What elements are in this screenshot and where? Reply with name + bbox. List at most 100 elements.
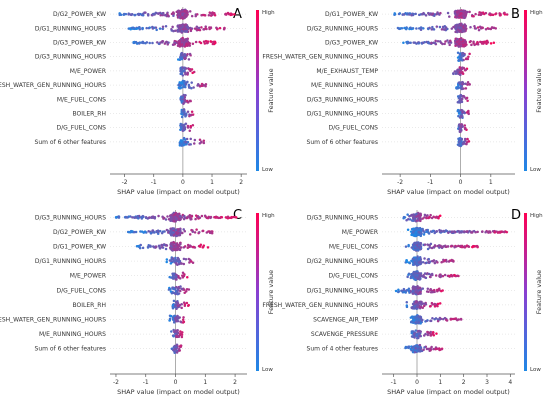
shap-point <box>179 215 182 218</box>
feature-label: D/G1_POWER_KW <box>53 244 106 251</box>
shap-point <box>190 81 193 84</box>
shap-point <box>409 26 412 30</box>
shap-point <box>476 245 479 249</box>
shap-point <box>466 10 469 14</box>
shap-point <box>193 142 196 145</box>
shap-point <box>189 10 192 13</box>
shap-point <box>173 314 176 318</box>
shap-point <box>182 16 186 19</box>
shap-point <box>460 125 463 129</box>
shap-point <box>426 319 429 322</box>
shap-point <box>188 143 191 146</box>
shap-point <box>173 247 176 251</box>
shap-point <box>183 84 186 87</box>
shap-point <box>141 26 144 30</box>
shap-point <box>175 259 178 263</box>
shap-point <box>482 12 486 16</box>
shap-point <box>212 40 215 44</box>
shap-point <box>209 40 212 43</box>
shap-point <box>432 215 435 218</box>
shap-point <box>433 13 437 16</box>
shap-point <box>434 347 438 351</box>
shap-point <box>171 231 175 234</box>
shap-point <box>445 318 448 322</box>
shap-point <box>183 26 186 30</box>
shap-point <box>405 27 408 30</box>
shap-point <box>458 112 461 115</box>
shap-point <box>493 231 497 234</box>
shap-point <box>177 304 180 308</box>
shap-point <box>182 257 186 261</box>
shap-point <box>446 245 450 248</box>
shap-point <box>413 304 417 308</box>
feature-label: D/G1_RUNNING_HOURS <box>307 111 378 118</box>
shap-point <box>467 55 470 58</box>
shap-point <box>157 12 160 15</box>
shap-point <box>181 25 185 28</box>
shap-point <box>410 346 414 350</box>
shap-point <box>223 26 226 30</box>
shap-point <box>418 276 421 279</box>
shap-point <box>417 242 421 245</box>
shap-point <box>183 229 187 233</box>
shap-point <box>181 109 185 112</box>
shap-point <box>197 216 201 219</box>
shap-point <box>175 335 179 339</box>
feature-label: D/G2_POWER_KW <box>53 229 106 236</box>
shap-point <box>397 290 400 294</box>
shap-point <box>431 12 435 15</box>
feature-label: FRESH_WATER_GEN_RUNNING_HOURS <box>0 82 106 89</box>
shap-point <box>416 350 419 353</box>
shap-point <box>197 26 201 30</box>
shap-point <box>165 258 169 261</box>
x-axis-title: SHAP value (impact on model output) <box>387 388 510 396</box>
shap-point <box>412 332 416 336</box>
shap-point <box>179 246 183 249</box>
shap-point <box>430 345 433 349</box>
colorbar-low-label: Low <box>262 167 273 173</box>
shap-point <box>184 14 187 17</box>
shap-point <box>459 73 462 77</box>
shap-point <box>459 144 463 147</box>
shap-point <box>172 29 175 33</box>
feature-label: D/G3_RUNNING_HOURS <box>35 214 106 221</box>
shap-point <box>183 138 187 141</box>
shap-point <box>415 42 418 45</box>
shap-point <box>421 227 424 231</box>
feature-label: D/G1_RUNNING_HOURS <box>35 25 106 32</box>
shap-point <box>421 261 425 264</box>
shap-point <box>175 262 178 266</box>
shap-point <box>421 302 425 305</box>
shap-point <box>181 271 185 274</box>
shap-point <box>180 306 183 310</box>
shap-point <box>199 41 203 45</box>
shap-point <box>180 10 184 13</box>
shap-point <box>178 277 182 280</box>
shap-point <box>414 329 418 332</box>
shap-point <box>459 317 463 321</box>
panel-B: B D/G1_POWER_KW D/G2_RUNNING_HOURS D/G3_POW… <box>262 7 543 196</box>
shap-point <box>193 138 197 142</box>
shap-point <box>464 87 468 90</box>
colorbar-high-label: High <box>262 213 275 219</box>
shap-point <box>176 256 180 260</box>
x-tick-label: 4 <box>508 379 512 386</box>
shap-point <box>488 12 492 15</box>
shap-point <box>177 228 180 232</box>
shap-point <box>463 95 466 99</box>
shap-point <box>463 39 467 42</box>
shap-point <box>190 215 194 218</box>
shap-point <box>457 81 460 85</box>
shap-point <box>175 248 179 252</box>
shap-point <box>433 302 436 306</box>
shap-point <box>183 10 186 13</box>
shap-point <box>404 245 408 248</box>
feature-label: Sum of 6 other features <box>35 346 106 353</box>
shap-point <box>167 218 171 221</box>
shap-point <box>176 319 180 323</box>
shap-point <box>422 41 425 44</box>
shap-point <box>440 289 443 293</box>
colorbar-title: Feature value <box>535 68 543 112</box>
shap-point <box>139 230 142 233</box>
shap-point <box>477 13 481 16</box>
